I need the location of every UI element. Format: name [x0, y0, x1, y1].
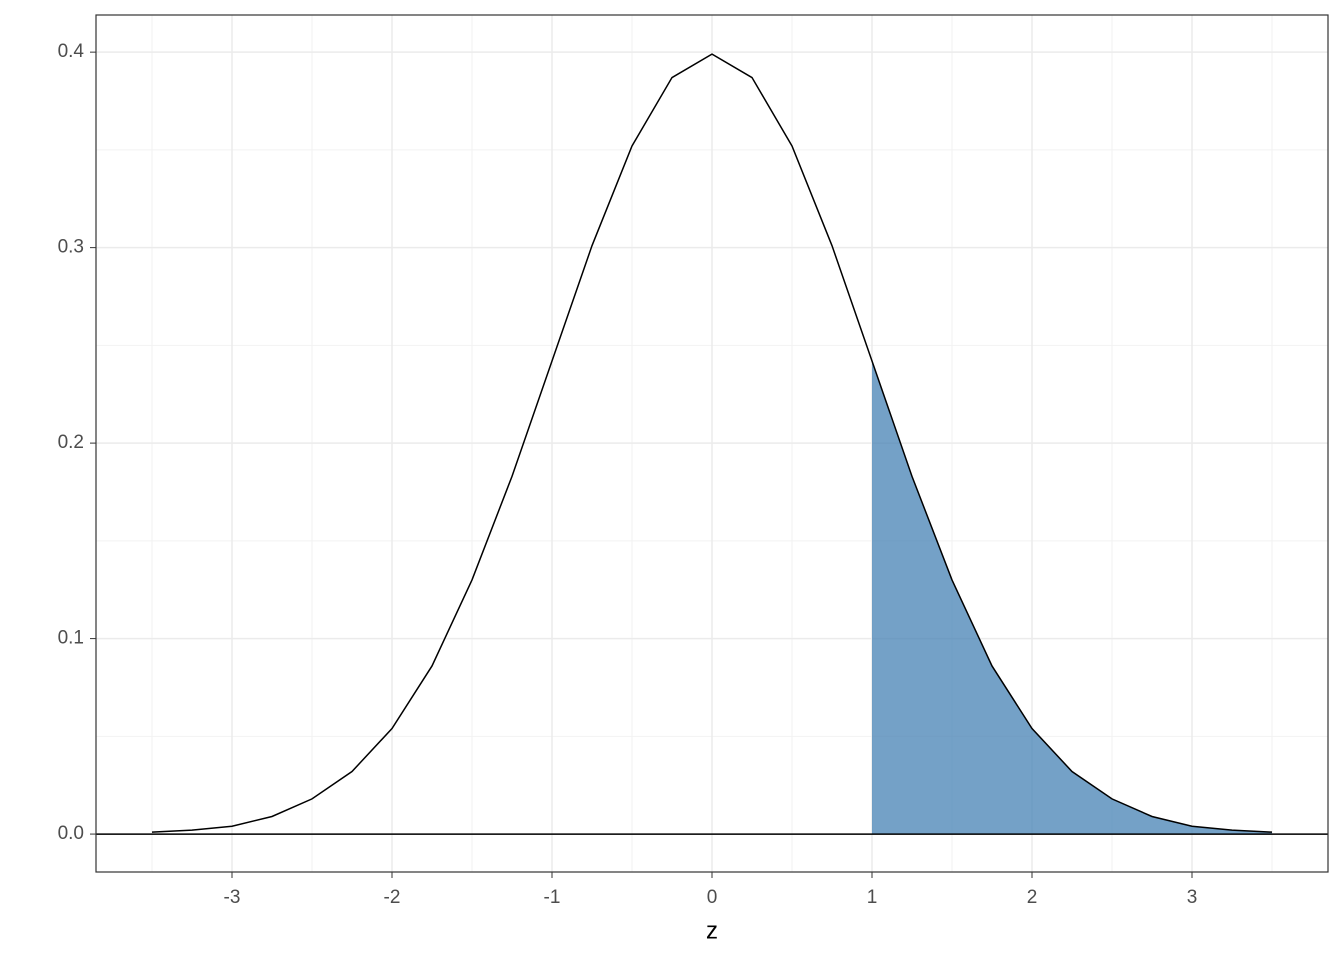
x-axis-label: z [706, 917, 718, 944]
y-tick-label: 0.1 [58, 628, 84, 649]
x-tick-label: 0 [707, 887, 718, 908]
y-tick-label: 0.4 [58, 41, 85, 62]
panel-border [95, 14, 1329, 873]
x-tick-label: -1 [544, 887, 561, 908]
y-tick-label: 0.3 [58, 237, 84, 258]
x-tick-label: 3 [1187, 887, 1198, 908]
x-tick-label: 1 [867, 887, 878, 908]
density-line [151, 53, 1273, 833]
y-tick-label: 0.0 [58, 823, 84, 844]
x-tick-label: -2 [384, 887, 401, 908]
x-tick-label: 2 [1027, 887, 1038, 908]
y-tick-label: 0.2 [58, 432, 84, 453]
area [872, 361, 1272, 835]
x-tick-label: -3 [224, 887, 241, 908]
